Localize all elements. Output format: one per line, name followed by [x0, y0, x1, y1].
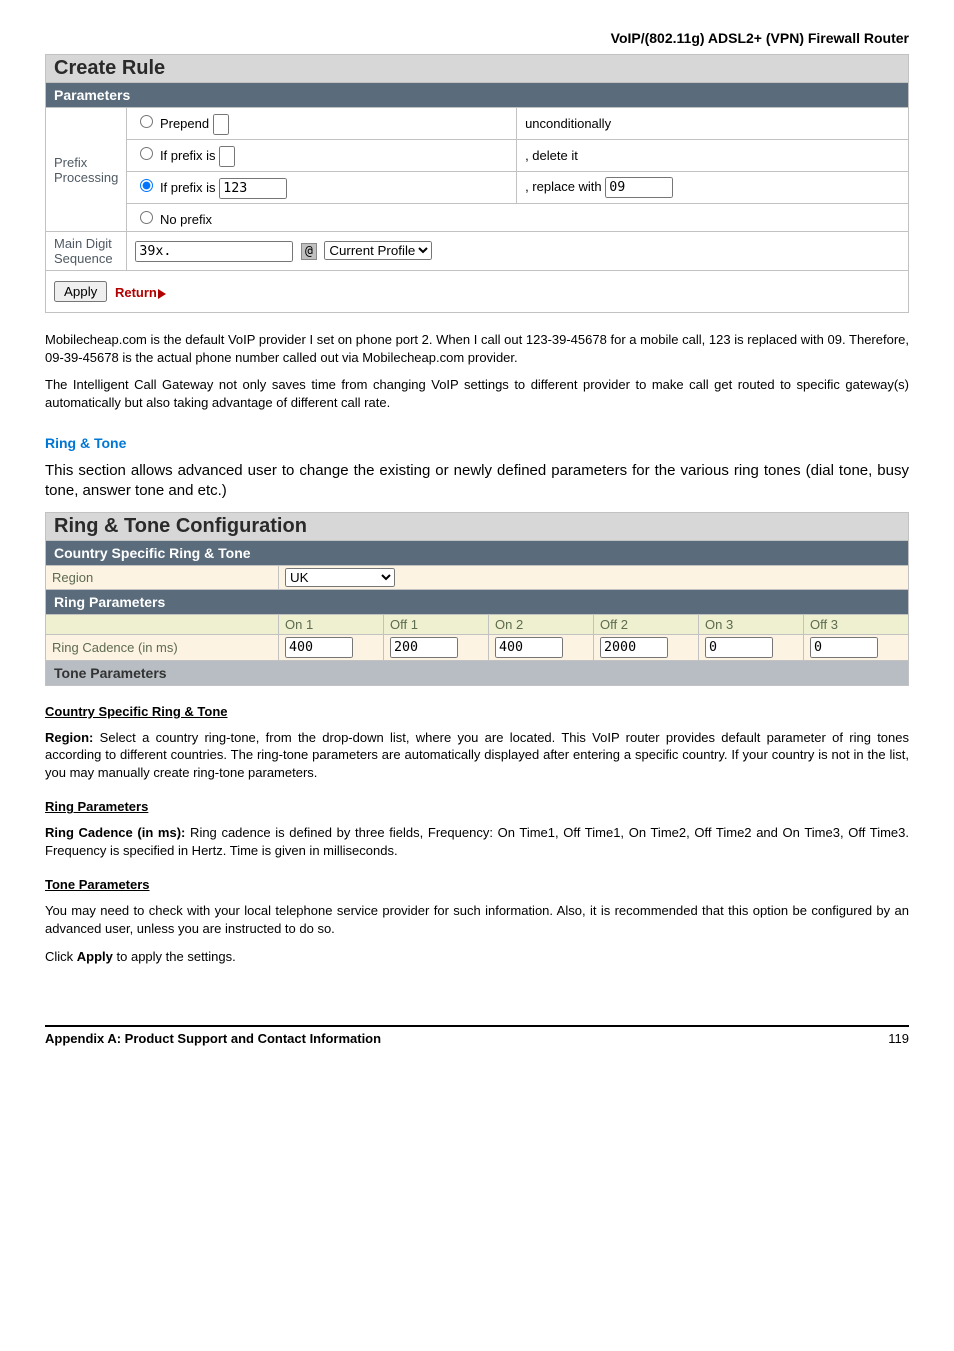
delete-label: If prefix is [160, 148, 216, 163]
ringtone-sec3: Tone Parameters [46, 660, 909, 685]
delete-input[interactable] [219, 146, 235, 167]
cadence-on1[interactable] [285, 637, 353, 658]
noprefix-radio[interactable] [140, 211, 153, 224]
region-select[interactable]: UK [285, 568, 395, 587]
cadence-label: Ring Cadence (in ms) [46, 634, 279, 660]
apply-button[interactable]: Apply [54, 281, 107, 302]
delete-suffix: , delete it [525, 148, 578, 163]
replace-label: If prefix is [160, 180, 216, 195]
para-2: The Intelligent Call Gateway not only sa… [45, 376, 909, 411]
return-arrow-icon [158, 289, 166, 299]
csrt-heading: Country Specific Ring & Tone [45, 704, 909, 719]
col-off3: Off 3 [804, 614, 909, 634]
cadence-on3[interactable] [705, 637, 773, 658]
col-off1: Off 1 [384, 614, 489, 634]
prefix-processing-label: Prefix Processing [46, 108, 127, 232]
replace-dst-input[interactable] [605, 177, 673, 198]
para-1: Mobilecheap.com is the default VoIP prov… [45, 331, 909, 366]
cadence-off3[interactable] [810, 637, 878, 658]
ringtone-sec1: Country Specific Ring & Tone [46, 540, 909, 565]
footer-left: Appendix A: Product Support and Contact … [45, 1031, 381, 1046]
delete-radio[interactable] [140, 147, 153, 160]
tp-heading: Tone Parameters [45, 877, 909, 892]
prepend-radio[interactable] [140, 115, 153, 128]
cadence-off2[interactable] [600, 637, 668, 658]
para-6: You may need to check with your local te… [45, 902, 909, 937]
page-footer: Appendix A: Product Support and Contact … [45, 1025, 909, 1046]
col-on2: On 2 [489, 614, 594, 634]
replace-suffix: , replace with [525, 179, 602, 194]
ring-tone-heading: Ring & Tone [45, 435, 909, 451]
para-3: This section allows advanced user to cha… [45, 461, 909, 502]
footer-right: 119 [888, 1031, 909, 1046]
cadence-off1[interactable] [390, 637, 458, 658]
mds-input[interactable] [135, 241, 293, 262]
col-on3: On 3 [699, 614, 804, 634]
ringtone-title: Ring & Tone Configuration [46, 512, 909, 540]
create-rule-panel: Create Rule Parameters Prefix Processing… [45, 54, 909, 313]
para-7: Click Apply to apply the settings. [45, 948, 909, 966]
return-link[interactable]: Return [115, 285, 166, 300]
rp-heading: Ring Parameters [45, 799, 909, 814]
ringtone-sec2: Ring Parameters [46, 589, 909, 614]
parameters-section: Parameters [46, 83, 909, 108]
col-on1: On 1 [279, 614, 384, 634]
para-5: Ring Cadence (in ms): Ring cadence is de… [45, 824, 909, 859]
create-rule-title: Create Rule [46, 55, 909, 83]
prepend-input[interactable] [213, 114, 229, 135]
cadence-on2[interactable] [495, 637, 563, 658]
prepend-suffix: unconditionally [525, 116, 611, 131]
prepend-label: Prepend [160, 116, 209, 131]
mds-label: Main Digit Sequence [46, 232, 127, 271]
col-off2: Off 2 [594, 614, 699, 634]
replace-radio[interactable] [140, 179, 153, 192]
ringtone-panel: Ring & Tone Configuration Country Specif… [45, 512, 909, 686]
at-icon: @ [301, 243, 317, 260]
noprefix-label: No prefix [160, 212, 212, 227]
replace-src-input[interactable] [219, 178, 287, 199]
para-4: Region: Select a country ring-tone, from… [45, 729, 909, 782]
profile-select[interactable]: Current Profile [324, 241, 432, 260]
page-header: VoIP/(802.11g) ADSL2+ (VPN) Firewall Rou… [45, 30, 909, 46]
region-label: Region [46, 565, 279, 589]
